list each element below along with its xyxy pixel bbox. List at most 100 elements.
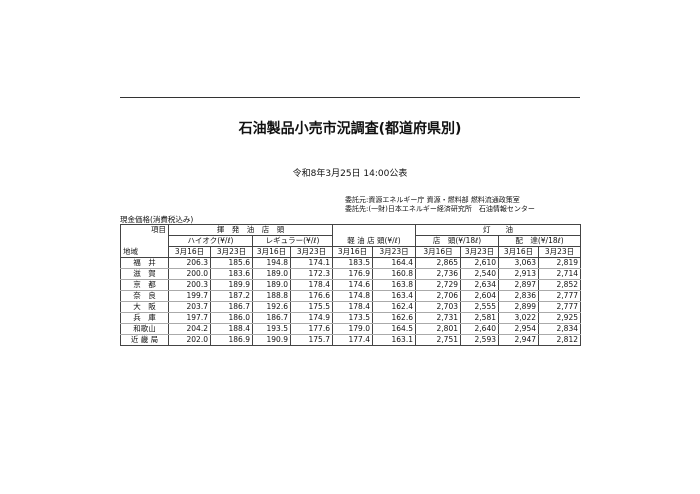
region-cell: 兵 庫: [120, 312, 169, 324]
price-cell: 183.6: [210, 268, 253, 280]
price-cell: 2,736: [415, 268, 461, 280]
region-label: 地域: [120, 246, 169, 258]
price-cell: 3,022: [498, 312, 539, 324]
region-cell: 和歌山: [120, 323, 169, 335]
price-cell: 174.9: [290, 312, 333, 324]
price-cell: 163.4: [372, 290, 416, 302]
price-cell: 163.1: [372, 334, 416, 346]
price-cell: 2,731: [415, 312, 461, 324]
price-cell: 2,729: [415, 279, 461, 291]
region-cell: 福 井: [120, 257, 169, 269]
price-cell: 2,947: [498, 334, 539, 346]
price-cell: 2,913: [498, 268, 539, 280]
date-header: 3月16日: [498, 246, 539, 258]
price-cell: 162.6: [372, 312, 416, 324]
date-header: 3月23日: [210, 246, 253, 258]
date-header: 3月16日: [252, 246, 291, 258]
price-cell: 177.6: [290, 323, 333, 335]
item-label: 項目: [120, 224, 169, 236]
table-row: 福 井 206.3 185.6 194.8 174.1 183.5 164.4 2,865 2,…: [120, 257, 581, 269]
price-cell: 189.9: [210, 279, 253, 291]
price-cell: 189.0: [252, 268, 291, 280]
price-cell: 187.2: [210, 290, 253, 302]
price-cell: 177.4: [332, 334, 373, 346]
table-row: 滋 賀 200.0 183.6 189.0 172.3 176.9 160.8 2,736 2,…: [120, 268, 581, 280]
price-cell: 199.7: [168, 290, 211, 302]
kerosene-store-header: 店 頭(¥/18ℓ): [415, 235, 499, 247]
price-cell: 200.3: [168, 279, 211, 291]
price-cell: 2,801: [415, 323, 461, 335]
price-cell: 2,899: [498, 301, 539, 313]
date-header: 3月16日: [168, 246, 211, 258]
price-cell: 188.8: [252, 290, 291, 302]
date-header: 3月23日: [290, 246, 333, 258]
price-cell: 172.3: [290, 268, 333, 280]
price-cell: 2,555: [460, 301, 499, 313]
price-cell: 183.5: [332, 257, 373, 269]
date-header: 3月23日: [460, 246, 499, 258]
price-cell: 202.0: [168, 334, 211, 346]
price-cell: 190.9: [252, 334, 291, 346]
gasoline-group-header: 揮 発 油 店 頭: [168, 224, 333, 236]
region-cell: 京 都: [120, 279, 169, 291]
price-cell: 2,925: [538, 312, 581, 324]
price-cell: 176.9: [332, 268, 373, 280]
price-cell: 160.8: [372, 268, 416, 280]
price-cell: 2,777: [538, 301, 581, 313]
top-rule: [120, 97, 580, 98]
price-cell: 2,604: [460, 290, 499, 302]
date-header: 3月23日: [538, 246, 581, 258]
price-cell: 3,063: [498, 257, 539, 269]
price-cell: 186.9: [210, 334, 253, 346]
price-cell: 2,812: [538, 334, 581, 346]
region-cell: 滋 賀: [120, 268, 169, 280]
table-row: 和歌山 204.2 188.4 193.5 177.6 179.0 164.5 2,801 2,…: [120, 323, 581, 335]
price-cell: 2,714: [538, 268, 581, 280]
price-cell: 2,751: [415, 334, 461, 346]
price-table: 項目 揮 発 油 店 頭 灯 油 ハイオク(¥/ℓ) レギュラー(¥/ℓ) 軽 …: [120, 224, 581, 346]
highoctane-header: ハイオク(¥/ℓ): [168, 235, 253, 247]
price-cell: 189.0: [252, 279, 291, 291]
price-cell: 178.4: [290, 279, 333, 291]
price-cell: 204.2: [168, 323, 211, 335]
publish-date: 令和8年3月25日 14:00公表: [292, 169, 408, 179]
price-cell: 164.4: [372, 257, 416, 269]
price-cell: 174.1: [290, 257, 333, 269]
price-cell: 2,852: [538, 279, 581, 291]
price-cell: 2,703: [415, 301, 461, 313]
price-cell: 175.7: [290, 334, 333, 346]
price-cell: 2,581: [460, 312, 499, 324]
price-cell: 2,634: [460, 279, 499, 291]
price-cell: 175.5: [290, 301, 333, 313]
price-cell: 203.7: [168, 301, 211, 313]
price-cell: 200.0: [168, 268, 211, 280]
price-cell: 2,834: [538, 323, 581, 335]
price-cell: 174.8: [332, 290, 373, 302]
price-cell: 2,540: [460, 268, 499, 280]
price-cell: 176.6: [290, 290, 333, 302]
date-header: 3月23日: [372, 246, 416, 258]
diesel-group-spacer: [332, 224, 416, 236]
price-cell: 164.5: [372, 323, 416, 335]
price-cell: 194.8: [252, 257, 291, 269]
price-cell: 186.0: [210, 312, 253, 324]
price-cell: 2,593: [460, 334, 499, 346]
price-cell: 163.8: [372, 279, 416, 291]
regular-header: レギュラー(¥/ℓ): [252, 235, 333, 247]
table-row: 大 阪 203.7 186.7 192.6 175.5 178.4 162.4 2,703 2,…: [120, 301, 581, 313]
region-cell: 奈 良: [120, 290, 169, 302]
date-header: 3月16日: [332, 246, 373, 258]
price-cell: 2,954: [498, 323, 539, 335]
total-row: 近 畿 局 202.0 186.9 190.9 175.7 177.4 163.1 2,751…: [120, 334, 581, 346]
contractor: 委託先:(一財)日本エネルギー経済研究所 石油情報センター: [345, 205, 535, 213]
region-cell: 近 畿 局: [120, 334, 169, 346]
price-cell: 193.5: [252, 323, 291, 335]
price-cell: 186.7: [252, 312, 291, 324]
table-caption: 現金価格(消費税込み): [120, 215, 194, 224]
price-cell: 2,777: [538, 290, 581, 302]
price-cell: 2,865: [415, 257, 461, 269]
price-cell: 174.6: [332, 279, 373, 291]
price-cell: 173.5: [332, 312, 373, 324]
price-cell: 186.7: [210, 301, 253, 313]
